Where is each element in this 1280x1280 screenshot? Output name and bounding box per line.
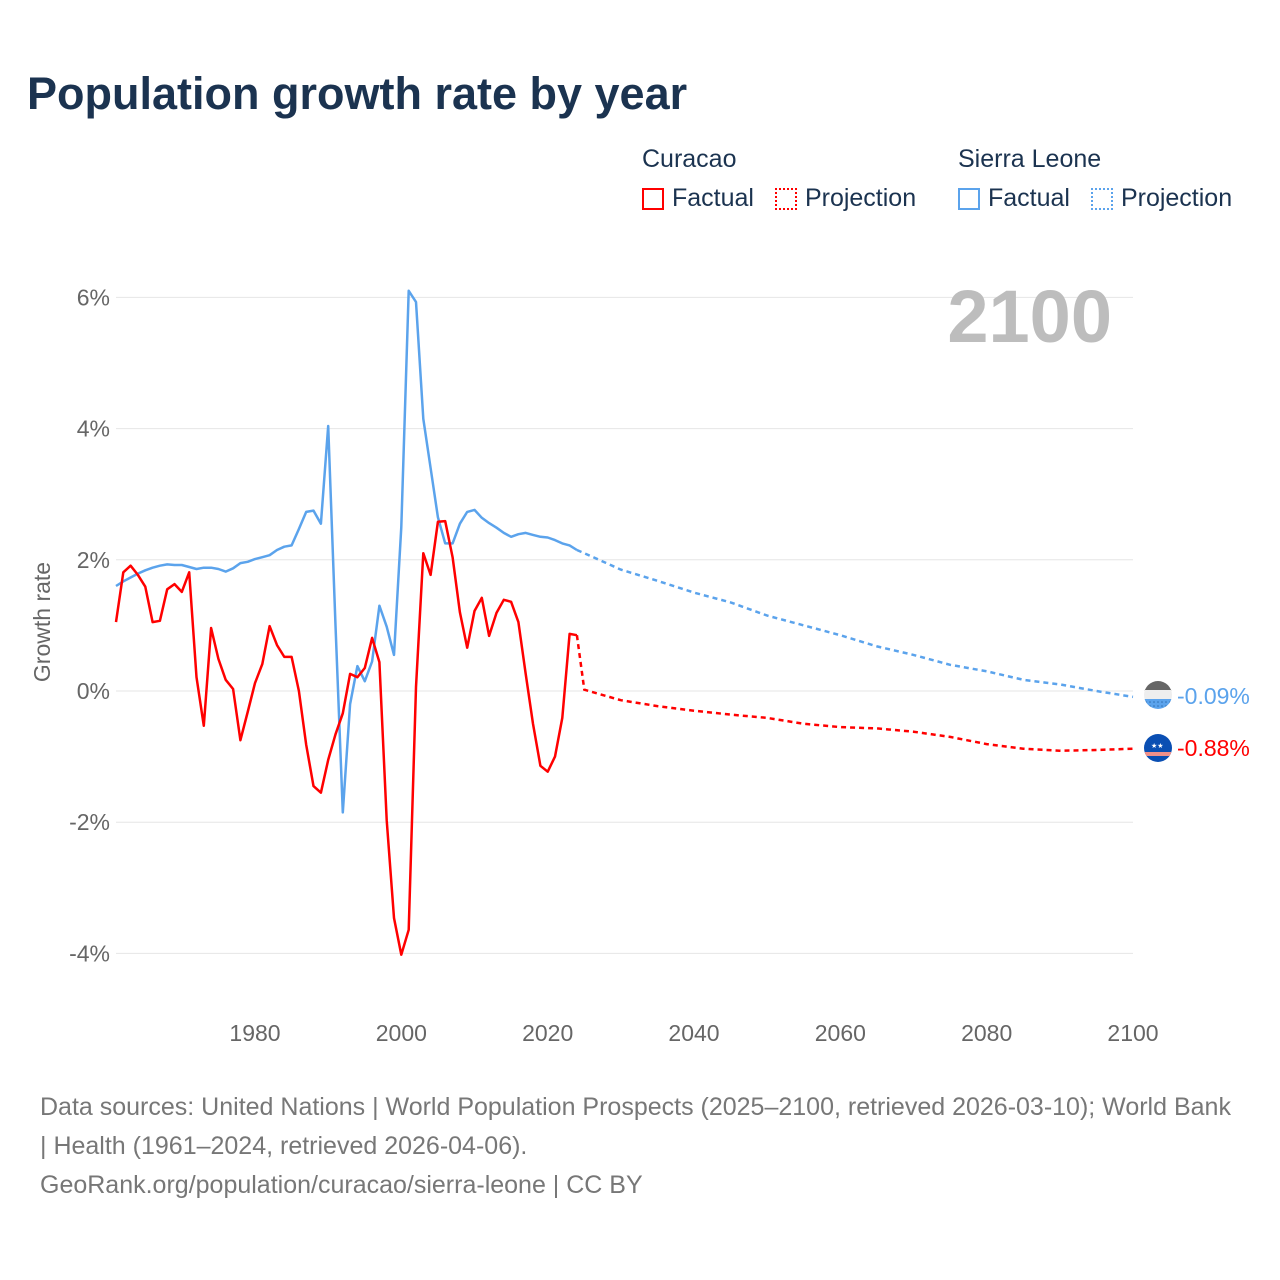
dotted-swatch-icon <box>774 187 797 210</box>
curacao-factual-line <box>114 519 578 956</box>
y-tick-label: 0% <box>77 678 110 704</box>
curacao-projection-line <box>575 635 1134 752</box>
solid-swatch-icon <box>958 187 980 210</box>
x-tick-label: 2100 <box>1107 1020 1158 1046</box>
x-tick-label: 2060 <box>815 1020 866 1046</box>
y-tick-label: 4% <box>77 416 110 442</box>
legend-item-factual[interactable]: Factual <box>958 184 1070 213</box>
x-tick-label: 2040 <box>668 1020 719 1046</box>
legend-curacao: Curacao Factual Projection <box>642 145 930 217</box>
curacao-flag-icon: ★★ <box>1144 734 1172 762</box>
y-tick-label: 6% <box>77 284 110 310</box>
y-tick-label: 2% <box>77 547 110 573</box>
footer: Data sources: United Nations | World Pop… <box>40 1088 1240 1205</box>
legend-title: Curacao <box>642 145 737 173</box>
legend-item-factual[interactable]: Factual <box>642 184 754 213</box>
source-link[interactable]: GeoRank.org/population/curacao/sierra-le… <box>40 1171 643 1199</box>
x-tick-label: 2020 <box>522 1020 573 1046</box>
x-tick-label: 1980 <box>229 1020 280 1046</box>
dotted-swatch-icon <box>1090 187 1113 210</box>
legend-label: Projection <box>1120 184 1233 212</box>
legend-item-projection[interactable]: Projection <box>1090 184 1233 213</box>
legend-item-projection[interactable]: Projection <box>774 184 917 213</box>
sierra-leone-end-label: -0.09% <box>1177 683 1250 709</box>
y-tick-label: -2% <box>69 809 110 835</box>
sierra-leone-factual-line <box>115 289 578 814</box>
y-tick-label: -4% <box>69 940 110 966</box>
svg-text:★★: ★★ <box>1151 742 1164 750</box>
legend-title: Sierra Leone <box>958 145 1102 173</box>
sierra-leone-flag-icon <box>1144 681 1172 709</box>
page-title: Population growth rate by year <box>27 68 688 119</box>
y-axis-label: Growth rate <box>29 562 55 682</box>
sierra-leone-projection-line <box>576 548 1134 699</box>
legend-sierra-leone: Sierra Leone Factual Projection <box>958 145 1246 217</box>
solid-swatch-icon <box>642 187 664 210</box>
legend-label: Projection <box>804 184 917 212</box>
x-tick-label: 2080 <box>961 1020 1012 1046</box>
x-tick-label: 2000 <box>376 1020 427 1046</box>
year-display: 2100 <box>947 275 1112 358</box>
legend-label: Factual <box>672 184 754 212</box>
curacao-end-label: -0.88% <box>1177 735 1250 761</box>
legend-label: Factual <box>988 184 1070 212</box>
data-sources: Data sources: United Nations | World Pop… <box>40 1093 1231 1160</box>
